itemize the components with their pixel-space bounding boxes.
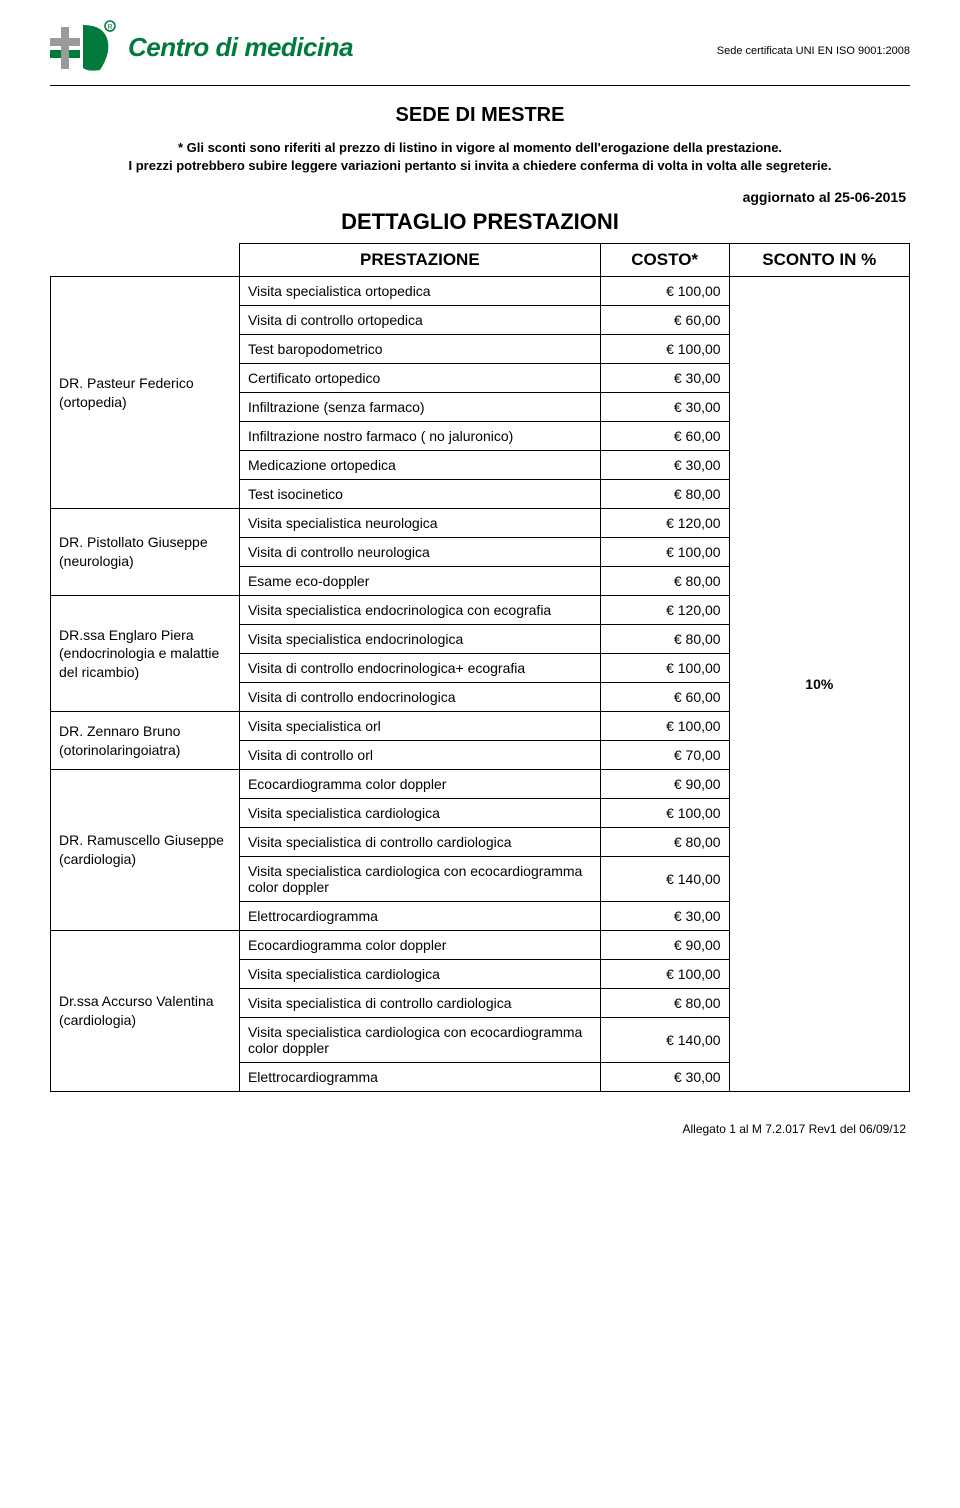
cost-cell: € 30,00: [600, 1063, 729, 1092]
table-header-row: PRESTAZIONE COSTO* SCONTO IN %: [51, 244, 910, 277]
doctor-cell: DR. Pasteur Federico (ortopedia): [51, 277, 240, 509]
cost-cell: € 80,00: [600, 828, 729, 857]
prestazione-cell: Visita specialistica neurologica: [239, 509, 600, 538]
footer-text: Allegato 1 al M 7.2.017 Rev1 del 06/09/1…: [50, 1122, 910, 1136]
cost-cell: € 100,00: [600, 335, 729, 364]
cost-cell: € 70,00: [600, 741, 729, 770]
col-header-costo: COSTO*: [600, 244, 729, 277]
prestazione-cell: Visita di controllo endocrinologica+ eco…: [239, 654, 600, 683]
cost-cell: € 60,00: [600, 422, 729, 451]
svg-text:R: R: [107, 24, 112, 31]
prestazione-cell: Certificato ortopedico: [239, 364, 600, 393]
prestazione-cell: Visita specialistica ortopedica: [239, 277, 600, 306]
cost-cell: € 120,00: [600, 596, 729, 625]
cost-cell: € 90,00: [600, 931, 729, 960]
prestazione-cell: Visita specialistica cardiologica: [239, 799, 600, 828]
header-row: R Centro di medicina Sede certificata UN…: [50, 20, 910, 75]
prestazione-cell: Test isocinetico: [239, 480, 600, 509]
cost-cell: € 30,00: [600, 451, 729, 480]
cost-cell: € 120,00: [600, 509, 729, 538]
cost-cell: € 100,00: [600, 654, 729, 683]
prestazione-cell: Elettrocardiogramma: [239, 1063, 600, 1092]
page-title: SEDE DI MESTRE: [50, 104, 910, 127]
prestazione-cell: Visita di controllo orl: [239, 741, 600, 770]
updated-date: aggiornato al 25-06-2015: [50, 189, 910, 205]
prestazione-cell: Visita di controllo ortopedica: [239, 306, 600, 335]
prestazione-cell: Medicazione ortopedica: [239, 451, 600, 480]
prestazione-cell: Test baropodometrico: [239, 335, 600, 364]
prestazione-cell: Visita specialistica endocrinologica: [239, 625, 600, 654]
cost-cell: € 80,00: [600, 567, 729, 596]
prestazione-cell: Visita specialistica cardiologica con ec…: [239, 857, 600, 902]
prestazione-cell: Infiltrazione (senza farmaco): [239, 393, 600, 422]
prestazione-cell: Ecocardiogramma color doppler: [239, 770, 600, 799]
disclaimer-text: * Gli sconti sono riferiti al prezzo di …: [50, 139, 910, 175]
cost-cell: € 30,00: [600, 902, 729, 931]
prestazione-cell: Visita specialistica endocrinologica con…: [239, 596, 600, 625]
prestazione-cell: Esame eco-doppler: [239, 567, 600, 596]
header-divider: [50, 85, 910, 86]
col-header-sconto: SCONTO IN %: [729, 244, 909, 277]
col-header-empty: [51, 244, 240, 277]
table-body: DR. Pasteur Federico (ortopedia)Visita s…: [51, 277, 910, 1092]
prestazione-cell: Visita specialistica cardiologica con ec…: [239, 1018, 600, 1063]
doctor-cell: DR.ssa Englaro Piera (endocrinologia e m…: [51, 596, 240, 712]
cost-cell: € 140,00: [600, 857, 729, 902]
cost-cell: € 90,00: [600, 770, 729, 799]
section-subtitle: DETTAGLIO PRESTAZIONI: [50, 209, 910, 235]
page-container: R Centro di medicina Sede certificata UN…: [0, 0, 960, 1166]
logo-text: Centro di medicina: [128, 32, 353, 63]
doctor-cell: Dr.ssa Accurso Valentina (cardiologia): [51, 931, 240, 1092]
cost-cell: € 100,00: [600, 277, 729, 306]
services-table: PRESTAZIONE COSTO* SCONTO IN % DR. Paste…: [50, 243, 910, 1092]
cost-cell: € 100,00: [600, 799, 729, 828]
certification-text: Sede certificata UNI EN ISO 9001:2008: [717, 45, 910, 57]
cost-cell: € 30,00: [600, 364, 729, 393]
logo-block: R Centro di medicina: [50, 20, 353, 75]
prestazione-cell: Elettrocardiogramma: [239, 902, 600, 931]
prestazione-cell: Visita specialistica di controllo cardio…: [239, 989, 600, 1018]
doctor-cell: DR. Pistollato Giuseppe (neurologia): [51, 509, 240, 596]
doctor-cell: DR. Ramuscello Giuseppe (cardiologia): [51, 770, 240, 931]
col-header-prestazione: PRESTAZIONE: [239, 244, 600, 277]
prestazione-cell: Visita specialistica orl: [239, 712, 600, 741]
discount-cell: 10%: [729, 277, 909, 1092]
prestazione-cell: Visita specialistica di controllo cardio…: [239, 828, 600, 857]
prestazione-cell: Visita di controllo endocrinologica: [239, 683, 600, 712]
cost-cell: € 80,00: [600, 989, 729, 1018]
prestazione-cell: Infiltrazione nostro farmaco ( no jaluro…: [239, 422, 600, 451]
cost-cell: € 80,00: [600, 480, 729, 509]
prestazione-cell: Visita specialistica cardiologica: [239, 960, 600, 989]
doctor-cell: DR. Zennaro Bruno (otorinolaringoiatra): [51, 712, 240, 770]
cost-cell: € 30,00: [600, 393, 729, 422]
cost-cell: € 60,00: [600, 683, 729, 712]
logo-icon: R: [50, 20, 120, 75]
cost-cell: € 100,00: [600, 960, 729, 989]
cost-cell: € 140,00: [600, 1018, 729, 1063]
prestazione-cell: Visita di controllo neurologica: [239, 538, 600, 567]
cost-cell: € 60,00: [600, 306, 729, 335]
cost-cell: € 100,00: [600, 712, 729, 741]
cost-cell: € 80,00: [600, 625, 729, 654]
cost-cell: € 100,00: [600, 538, 729, 567]
prestazione-cell: Ecocardiogramma color doppler: [239, 931, 600, 960]
table-row: DR. Pasteur Federico (ortopedia)Visita s…: [51, 277, 910, 306]
